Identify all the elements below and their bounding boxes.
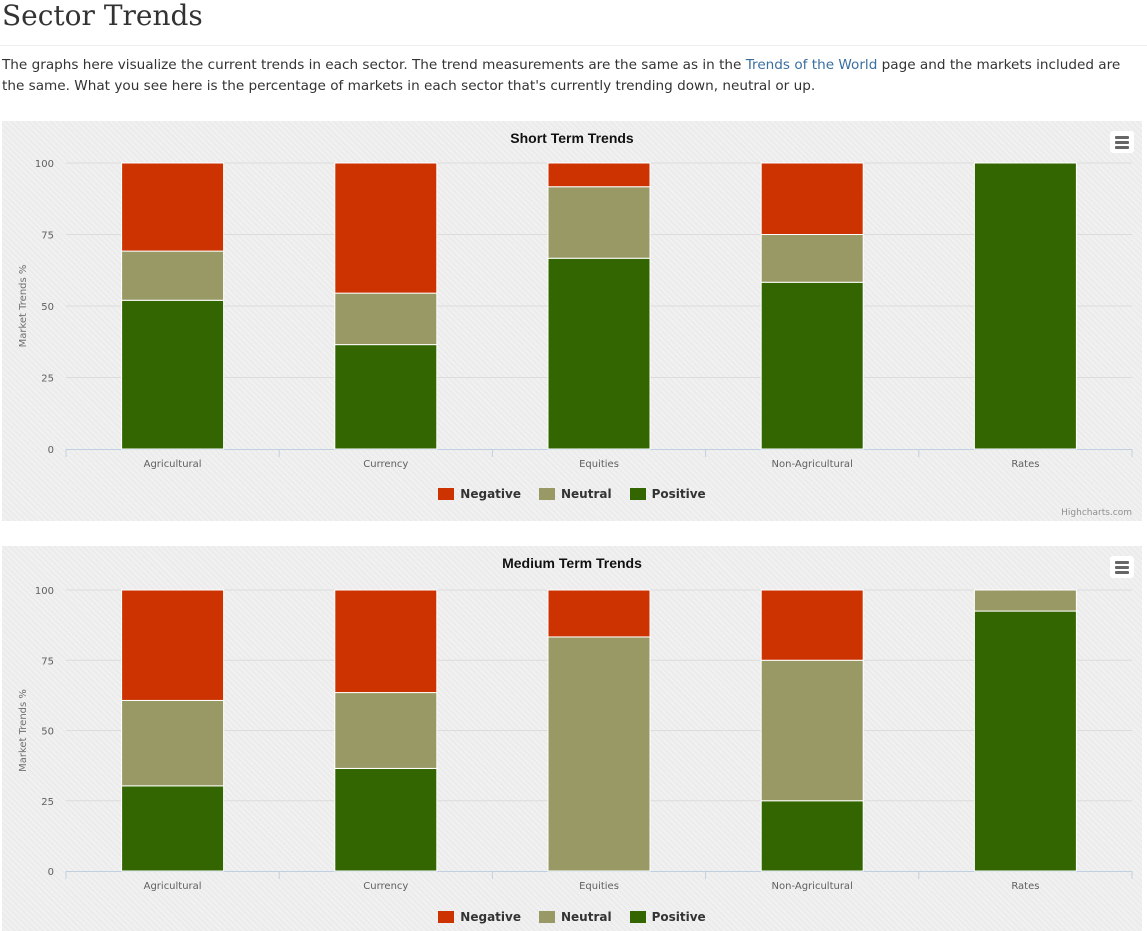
legend-item-neutral[interactable]: Neutral <box>538 487 612 501</box>
legend-item-negative[interactable]: Negative <box>438 487 521 501</box>
legend-swatch <box>629 911 646 923</box>
legend-item-positive[interactable]: Positive <box>629 487 706 501</box>
x-tick-label: Currency <box>363 459 408 470</box>
bar-segment-neutral <box>121 250 225 301</box>
chart-menu-button[interactable] <box>1110 556 1134 578</box>
bar-segment-negative <box>547 162 651 188</box>
bar-segment-neutral <box>973 589 1077 612</box>
short-term-chart: Short Term Trends 0 25 50 75 100 Market Trends… <box>2 121 1142 521</box>
y-axis-title: Market Trends % <box>18 265 29 348</box>
legend-swatch <box>538 488 555 500</box>
legend-label: Positive <box>651 910 706 924</box>
y-tick-label: 25 <box>41 797 54 808</box>
menu-icon-bar <box>1115 146 1129 149</box>
y-tick-label: 0 <box>48 867 54 878</box>
menu-icon-bar <box>1115 136 1129 139</box>
y-tick-label: 75 <box>41 656 54 667</box>
bar-segment-neutral <box>121 699 225 787</box>
chart-menu-button[interactable] <box>1110 131 1134 153</box>
bar-segment-positive <box>334 344 438 450</box>
chart-legend: Negative Neutral Positive <box>2 910 1142 924</box>
x-tick-label: Non-Agricultural <box>772 881 853 892</box>
menu-icon-bar <box>1115 566 1129 569</box>
legend-item-negative[interactable]: Negative <box>438 910 521 924</box>
menu-icon-bar <box>1115 141 1129 144</box>
bar-segment-negative <box>334 589 438 694</box>
bar-segment-neutral <box>334 692 438 769</box>
chart-legend: Negative Neutral Positive <box>2 487 1142 501</box>
y-tick-label: 75 <box>41 231 54 242</box>
legend-label: Neutral <box>560 910 612 924</box>
bar-segment-neutral <box>760 234 864 283</box>
y-tick-label: 50 <box>41 302 54 313</box>
legend-item-neutral[interactable]: Neutral <box>538 910 612 924</box>
bar-segment-neutral <box>334 292 438 346</box>
legend-swatch <box>438 488 455 500</box>
legend-swatch <box>629 488 646 500</box>
credits-link[interactable]: Highcharts.com <box>1061 508 1132 518</box>
y-tick-label: 50 <box>41 727 54 738</box>
legend-label: Neutral <box>560 487 612 501</box>
x-tick-label: Rates <box>1011 881 1039 892</box>
x-tick-label: Rates <box>1011 459 1039 470</box>
bar-segment-positive <box>547 257 651 450</box>
bar-segment-negative <box>121 589 225 701</box>
bar-segment-negative <box>547 589 651 638</box>
legend-label: Negative <box>460 487 521 501</box>
chart-title: Short Term Trends <box>510 130 634 146</box>
bar-segment-negative <box>760 162 864 235</box>
page-title: Sector Trends <box>2 0 203 32</box>
menu-icon-bar <box>1115 571 1129 574</box>
medium-term-chart-svg: Medium Term Trends 0 25 50 75 100 Market Trend… <box>18 555 1133 892</box>
legend-swatch <box>538 911 555 923</box>
bar-segment-negative <box>334 162 438 294</box>
y-tick-label: 100 <box>35 586 54 597</box>
menu-icon-bar <box>1115 561 1129 564</box>
bar-segment-positive <box>121 299 225 450</box>
bar-segment-neutral <box>760 659 864 802</box>
bar-segment-positive <box>973 162 1077 450</box>
legend-label: Positive <box>651 487 706 501</box>
legend-swatch <box>438 911 455 923</box>
bar-segment-positive <box>334 767 438 872</box>
y-tick-label: 0 <box>48 445 54 456</box>
bar-segment-negative <box>121 162 225 252</box>
bar-segment-positive <box>760 800 864 872</box>
bar-segment-negative <box>760 589 864 661</box>
bar-segment-neutral <box>547 636 651 872</box>
title-divider <box>0 45 1147 46</box>
intro-text-after: page and the markets included are the sa… <box>2 57 1121 94</box>
x-tick-label: Equities <box>579 881 619 892</box>
x-tick-label: Agricultural <box>144 881 202 892</box>
x-tick-label: Non-Agricultural <box>772 459 853 470</box>
bar-segment-positive <box>973 610 1077 872</box>
x-tick-label: Agricultural <box>144 459 202 470</box>
bar-segment-positive <box>760 281 864 450</box>
intro-text-before: The graphs here visualize the current tr… <box>2 57 746 73</box>
chart-title: Medium Term Trends <box>502 555 642 571</box>
trends-of-the-world-link[interactable]: Trends of the World <box>745 57 878 73</box>
x-tick-label: Currency <box>363 881 408 892</box>
legend-item-positive[interactable]: Positive <box>629 910 706 924</box>
legend-label: Negative <box>460 910 521 924</box>
medium-term-chart: Medium Term Trends 0 25 50 75 100 Market Trend… <box>2 546 1142 931</box>
bar-segment-positive <box>121 785 225 872</box>
y-tick-label: 25 <box>41 374 54 385</box>
bar-segment-neutral <box>547 186 651 259</box>
intro-paragraph: The graphs here visualize the current tr… <box>2 55 1142 97</box>
x-tick-label: Equities <box>579 459 619 470</box>
y-axis-title: Market Trends % <box>18 689 29 772</box>
y-tick-label: 100 <box>35 159 54 170</box>
short-term-chart-svg: Short Term Trends 0 25 50 75 100 Market Trends… <box>18 130 1133 470</box>
